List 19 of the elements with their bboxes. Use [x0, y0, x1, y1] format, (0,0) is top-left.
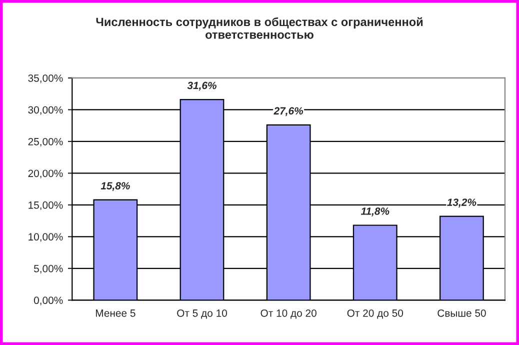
- x-tick-label: От 5 до 10: [177, 309, 227, 319]
- data-label: 13,2%: [447, 198, 476, 208]
- x-tick-label: Свыше 50: [438, 309, 486, 317]
- data-label: 27,6%: [274, 107, 304, 116]
- x-tick-label: Менее 5: [96, 310, 136, 317]
- x-tick-label: От 20 до 50: [347, 309, 404, 319]
- y-tick-label: 0,00%: [34, 296, 63, 306]
- chart-title: Численность сотрудников в обществах с ограниченной ответственностью: [96, 17, 423, 39]
- y-tick-label: 15,00%: [28, 201, 63, 210]
- y-tick-label: 25,00%: [28, 138, 63, 147]
- y-tick-label: 30,00%: [28, 106, 63, 115]
- y-tick-label: 5,00%: [34, 264, 63, 274]
- y-tick-label: 20,00%: [28, 170, 63, 178]
- x-tick-label: От 10 до 20: [260, 309, 316, 319]
- y-tick-label: 35,00%: [28, 74, 63, 84]
- data-label: 11,8%: [360, 207, 390, 216]
- y-tick-label: 10,00%: [28, 233, 63, 242]
- data-label: 31,6%: [187, 82, 216, 91]
- data-label: 15,8%: [100, 182, 130, 191]
